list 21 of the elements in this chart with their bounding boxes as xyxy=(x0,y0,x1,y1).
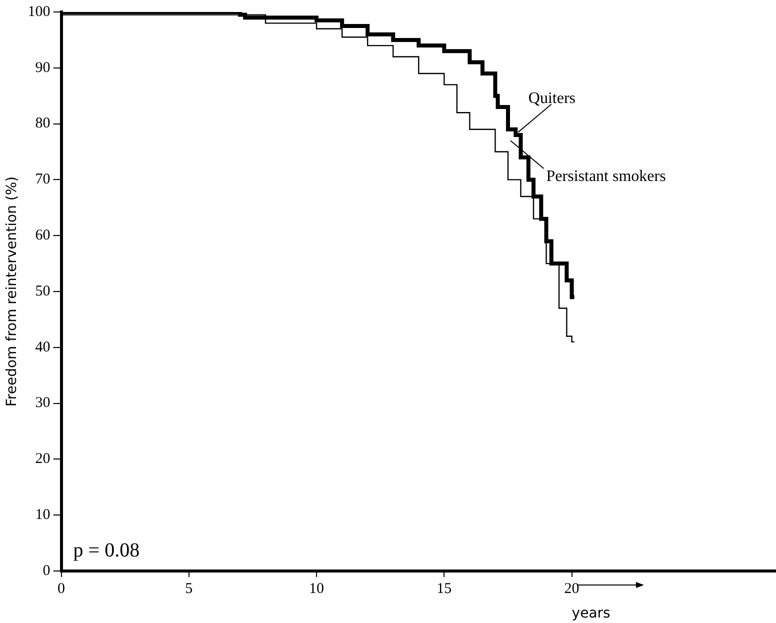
x-tick-label: 0 xyxy=(58,580,66,597)
y-tick-label: 100 xyxy=(28,4,50,20)
x-tick-label: 10 xyxy=(309,580,324,597)
series-label: Quiters xyxy=(528,90,576,107)
y-tick-label: 70 xyxy=(35,172,50,188)
x-tick-label: 15 xyxy=(436,580,452,597)
y-tick-label: 0 xyxy=(42,562,50,579)
y-tick-label: 80 xyxy=(35,116,50,132)
y-tick-label: 60 xyxy=(35,228,50,244)
x-axis-title: years xyxy=(572,606,610,622)
y-tick-label: 50 xyxy=(35,283,50,300)
y-tick-label: 10 xyxy=(35,507,50,524)
y-tick-label: 20 xyxy=(35,451,50,468)
y-tick-label: 40 xyxy=(35,339,50,356)
y-tick-label: 90 xyxy=(35,60,50,76)
series-label: Persistant smokers xyxy=(546,168,666,186)
x-tick-label: 20 xyxy=(564,580,580,597)
x-tick-label: 5 xyxy=(185,580,193,597)
y-tick-label: 30 xyxy=(35,395,50,412)
y-axis-title: Freedom from reintervention (%) xyxy=(4,176,20,407)
annotation: p = 0.08 xyxy=(73,539,140,562)
